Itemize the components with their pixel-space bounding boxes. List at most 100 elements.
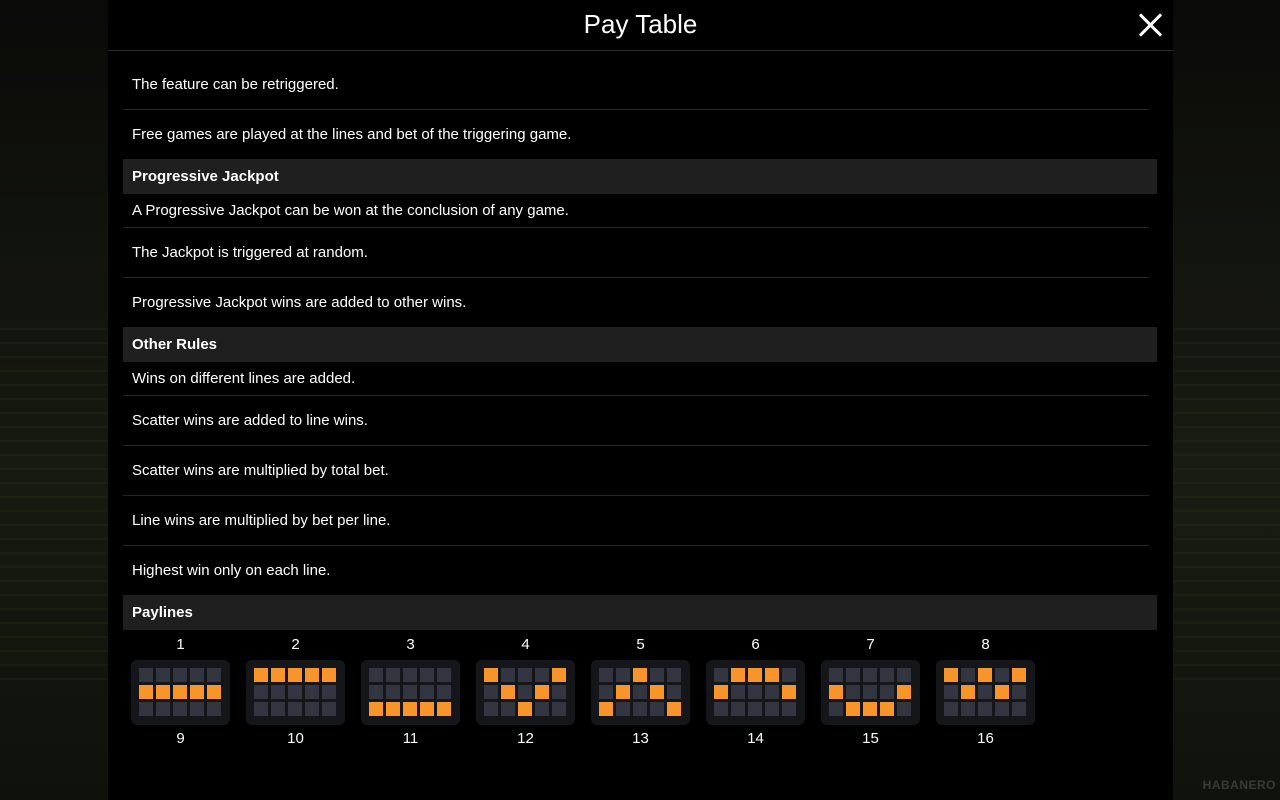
payline-number: 4 — [521, 636, 530, 653]
payline-number: 14 — [747, 730, 764, 747]
payline-number: 5 — [636, 636, 645, 653]
payline-diagram — [131, 660, 230, 725]
payline-cell — [254, 685, 268, 699]
payline-cell-active — [846, 702, 860, 716]
payline-cell-active — [139, 685, 153, 699]
payline-number: 13 — [632, 730, 649, 747]
payline-diagram — [591, 660, 690, 725]
payline-number: 12 — [517, 730, 534, 747]
payline-cell-active — [271, 668, 285, 682]
payline-diagram — [476, 660, 575, 725]
payline-cell — [173, 702, 187, 716]
payline-cell — [207, 702, 221, 716]
payline-cell — [484, 702, 498, 716]
payline-cell — [731, 685, 745, 699]
payline-cell — [667, 685, 681, 699]
payline-cell — [305, 685, 319, 699]
payline-cell — [420, 668, 434, 682]
rule-row: The Jackpot is triggered at random. — [123, 228, 1149, 278]
payline-cell-active — [863, 702, 877, 716]
payline-cell — [748, 685, 762, 699]
payline-cell — [1012, 685, 1026, 699]
payline-cell-active — [484, 668, 498, 682]
payline-cell-active — [880, 702, 894, 716]
payline-diagram — [706, 660, 805, 725]
payline-cell-active — [616, 685, 630, 699]
payline-cell-active — [995, 685, 1009, 699]
payline-cell — [437, 668, 451, 682]
payline-cell-active — [518, 702, 532, 716]
payline-cell — [322, 702, 336, 716]
payline-cell-active — [156, 685, 170, 699]
rule-row: Line wins are multiplied by bet per line… — [123, 496, 1149, 546]
payline-cell — [156, 702, 170, 716]
payline-cell-active — [650, 685, 664, 699]
payline-cell — [552, 702, 566, 716]
pay-table-content[interactable]: The feature can be retriggered. Free gam… — [123, 60, 1157, 770]
payline-cell — [846, 668, 860, 682]
payline-cell — [271, 685, 285, 699]
payline-cell — [714, 668, 728, 682]
payline-8: 8 — [936, 635, 1035, 725]
payline-number: 11 — [402, 730, 419, 747]
payline-cell — [829, 668, 843, 682]
payline-diagram — [246, 660, 345, 725]
payline-cell — [961, 702, 975, 716]
payline-cell-active — [190, 685, 204, 699]
payline-7: 7 — [821, 635, 920, 725]
pay-table-panel[interactable]: Pay Table The feature can be retriggered… — [108, 0, 1173, 800]
payline-cell-active — [1012, 668, 1026, 682]
payline-5: 5 — [591, 635, 690, 725]
payline-cell — [535, 668, 549, 682]
payline-cell — [846, 685, 860, 699]
payline-4: 4 — [476, 635, 575, 725]
payline-cell-active — [731, 668, 745, 682]
payline-cell — [254, 702, 268, 716]
payline-cell — [271, 702, 285, 716]
payline-cell — [897, 668, 911, 682]
payline-number: 8 — [981, 636, 990, 653]
payline-cell-active — [173, 685, 187, 699]
payline-cell — [190, 668, 204, 682]
payline-number: 16 — [977, 730, 994, 747]
payline-number: 3 — [406, 636, 415, 653]
payline-cell-active — [633, 668, 647, 682]
payline-cell — [863, 668, 877, 682]
payline-cell — [535, 702, 549, 716]
payline-diagram — [821, 660, 920, 725]
background-left — [0, 0, 108, 800]
payline-cell-active — [961, 685, 975, 699]
payline-cell-active — [978, 668, 992, 682]
payline-number: 9 — [176, 730, 185, 747]
payline-cell — [944, 685, 958, 699]
payline-cell-active — [254, 668, 268, 682]
payline-cell — [880, 685, 894, 699]
payline-cell-active — [765, 668, 779, 682]
payline-cell — [386, 685, 400, 699]
payline-number: 10 — [287, 730, 304, 747]
page-title: Pay Table — [583, 9, 698, 39]
payline-cell — [995, 702, 1009, 716]
payline-cell — [369, 668, 383, 682]
payline-cell-active — [437, 702, 451, 716]
payline-cell-active — [667, 702, 681, 716]
close-icon[interactable] — [1135, 10, 1165, 40]
payline-cell — [403, 668, 417, 682]
rule-row: Wins on different lines are added. — [123, 362, 1149, 396]
payline-cell — [978, 702, 992, 716]
payline-cell-active — [599, 702, 613, 716]
payline-cell — [599, 685, 613, 699]
payline-cell — [667, 668, 681, 682]
payline-cell — [139, 702, 153, 716]
background-right — [1173, 0, 1280, 800]
brand-watermark: HABANERO — [1202, 778, 1276, 792]
payline-cell — [156, 668, 170, 682]
payline-cell — [616, 668, 630, 682]
payline-cell-active — [369, 702, 383, 716]
payline-cell-active — [552, 668, 566, 682]
paylines-grid: 1 9 2 10 3 11 4 12 5 13 6 14 7 15 8 16 — [123, 630, 1157, 770]
rule-row: Scatter wins are multiplied by total bet… — [123, 446, 1149, 496]
rule-row: Free games are played at the lines and b… — [132, 126, 572, 143]
payline-cell — [190, 702, 204, 716]
payline-cell-active — [748, 668, 762, 682]
